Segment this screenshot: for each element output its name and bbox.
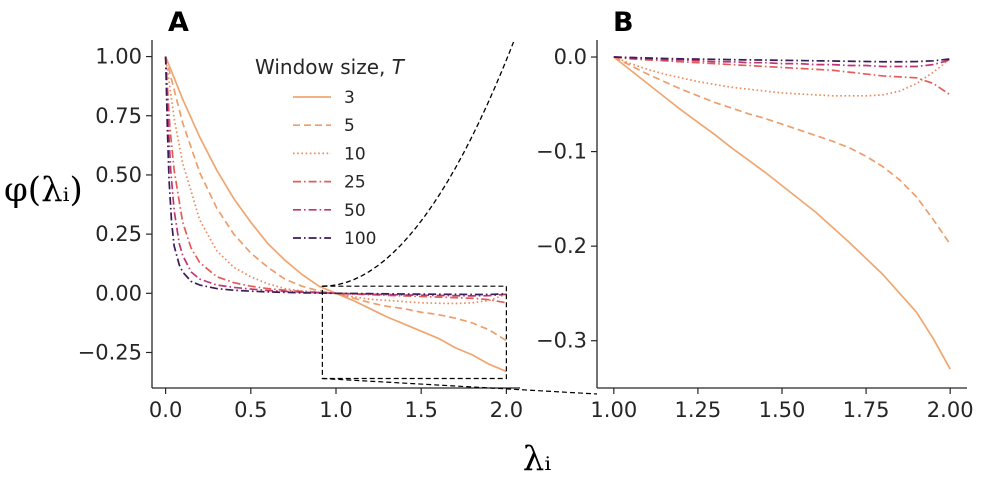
legend: Window size, T 3 5 10 25 50 100 bbox=[255, 55, 406, 249]
legend-entry-T3: 3 bbox=[344, 88, 355, 108]
legend-title: Window size, T bbox=[255, 55, 406, 79]
y-tick-label: −0.2 bbox=[536, 234, 587, 258]
series-line-T50 bbox=[613, 56, 951, 68]
series-line-T10 bbox=[613, 56, 951, 97]
y-tick-label: −0.3 bbox=[536, 329, 587, 353]
x-tick-label: 1.00 bbox=[590, 398, 637, 422]
series-line-T50 bbox=[164, 56, 507, 297]
legend-entry-T25: 25 bbox=[344, 173, 366, 193]
x-tick-label: 1.75 bbox=[843, 398, 890, 422]
panel-b: 1.00 1.25 1.50 1.75 2.00 0.0 −0.1 −0.2 −0.3 B bbox=[536, 7, 974, 422]
y-tick-label: 0.00 bbox=[95, 281, 142, 305]
x-tick-label: 0.5 bbox=[234, 398, 267, 422]
series-line-T3 bbox=[613, 56, 951, 370]
quadratic-guide-line bbox=[322, 42, 515, 287]
series-line-T5 bbox=[613, 56, 951, 245]
y-tick-label: −0.25 bbox=[78, 340, 142, 364]
y-tick-label: 0.0 bbox=[554, 45, 587, 69]
legend-entry-T10: 10 bbox=[344, 144, 366, 164]
x-tick-label: 2.0 bbox=[490, 398, 523, 422]
panel-label-a: A bbox=[168, 7, 189, 38]
x-tick-label: 2.00 bbox=[927, 398, 974, 422]
y-tick-label: 1.00 bbox=[95, 45, 142, 69]
x-tick-label: 1.25 bbox=[675, 398, 722, 422]
x-tick-label: 0.0 bbox=[149, 398, 182, 422]
x-tick-label: 1.5 bbox=[404, 398, 437, 422]
series-line-T3 bbox=[164, 56, 507, 373]
panel-a: 0.0 0.5 1.0 1.5 2.0 1.00 0.75 0.50 0.25 0.00 −0.25… bbox=[78, 7, 523, 422]
x-tick-label: 1.0 bbox=[319, 398, 352, 422]
x-tick-label: 1.50 bbox=[759, 398, 806, 422]
y-tick-label: −0.1 bbox=[536, 140, 587, 164]
zoom-box bbox=[321, 285, 507, 380]
y-axis-label: φ(λᵢ) bbox=[4, 170, 83, 210]
series-line-T25 bbox=[164, 56, 507, 304]
y-tick-label: 0.50 bbox=[95, 163, 142, 187]
legend-entry-T100: 100 bbox=[344, 229, 376, 249]
series-line-T25 bbox=[613, 56, 951, 96]
series-group bbox=[164, 56, 507, 373]
series-line-T100 bbox=[613, 56, 951, 63]
series-line-T10 bbox=[164, 56, 507, 305]
series-group bbox=[613, 56, 951, 370]
legend-entry-T5: 5 bbox=[344, 116, 355, 136]
zoom-connector-line bbox=[322, 377, 598, 395]
legend-entry-T50: 50 bbox=[344, 201, 366, 221]
y-tick-label: 0.75 bbox=[95, 104, 142, 128]
y-tick-label: 0.25 bbox=[95, 222, 142, 246]
series-line-T100 bbox=[164, 56, 507, 296]
panel-label-b: B bbox=[613, 7, 634, 38]
x-axis-label: λᵢ bbox=[523, 439, 552, 479]
